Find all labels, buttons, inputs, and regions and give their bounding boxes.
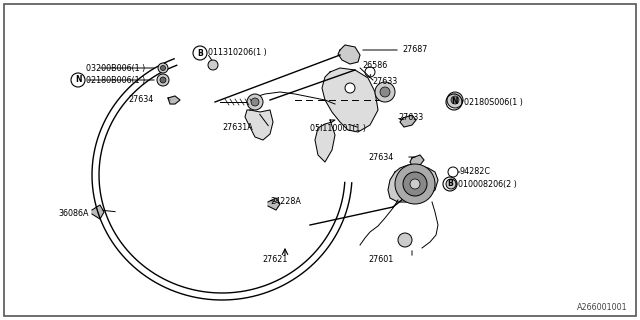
Polygon shape: [268, 198, 280, 210]
Circle shape: [157, 74, 169, 86]
Text: 26586: 26586: [362, 61, 387, 70]
Circle shape: [403, 172, 427, 196]
Text: N: N: [451, 98, 457, 107]
Polygon shape: [322, 68, 378, 132]
Text: A266001001: A266001001: [577, 303, 628, 312]
Text: B: B: [447, 180, 453, 188]
Polygon shape: [245, 110, 273, 140]
Text: 010008206(2 ): 010008206(2 ): [458, 180, 517, 188]
Text: 36086A: 36086A: [58, 210, 88, 219]
Circle shape: [380, 87, 390, 97]
Circle shape: [398, 233, 412, 247]
Text: 03200B006(1 ): 03200B006(1 ): [86, 63, 145, 73]
Circle shape: [446, 179, 456, 189]
Circle shape: [160, 77, 166, 83]
Circle shape: [161, 66, 166, 70]
Text: 27687: 27687: [402, 45, 428, 54]
Text: 27633: 27633: [398, 114, 423, 123]
Polygon shape: [388, 165, 438, 202]
Circle shape: [208, 60, 218, 70]
Circle shape: [395, 164, 435, 204]
Text: N: N: [75, 76, 81, 84]
Text: 27621: 27621: [262, 255, 287, 265]
Text: 24228A: 24228A: [270, 197, 301, 206]
Text: 27601: 27601: [368, 255, 393, 265]
Text: 05I110001(1 ): 05I110001(1 ): [310, 124, 366, 132]
Text: 27634: 27634: [128, 95, 153, 105]
Polygon shape: [410, 155, 424, 167]
Polygon shape: [400, 115, 416, 127]
Text: 02180B006(1 ): 02180B006(1 ): [86, 76, 145, 84]
Text: 011310206(1 ): 011310206(1 ): [208, 49, 267, 58]
Circle shape: [451, 96, 459, 104]
Text: B: B: [197, 49, 203, 58]
Circle shape: [447, 92, 463, 108]
Circle shape: [345, 83, 355, 93]
Polygon shape: [92, 205, 104, 219]
Circle shape: [251, 98, 259, 106]
Polygon shape: [338, 45, 360, 64]
Text: 27633: 27633: [372, 77, 397, 86]
Polygon shape: [315, 120, 335, 162]
Circle shape: [247, 94, 263, 110]
Circle shape: [375, 82, 395, 102]
Text: 27631A: 27631A: [222, 124, 253, 132]
Text: 02180S006(1 ): 02180S006(1 ): [464, 98, 523, 107]
Text: 27634: 27634: [368, 153, 393, 162]
Circle shape: [158, 63, 168, 73]
Circle shape: [410, 179, 420, 189]
Text: 94282C: 94282C: [460, 167, 491, 177]
Polygon shape: [168, 96, 180, 104]
